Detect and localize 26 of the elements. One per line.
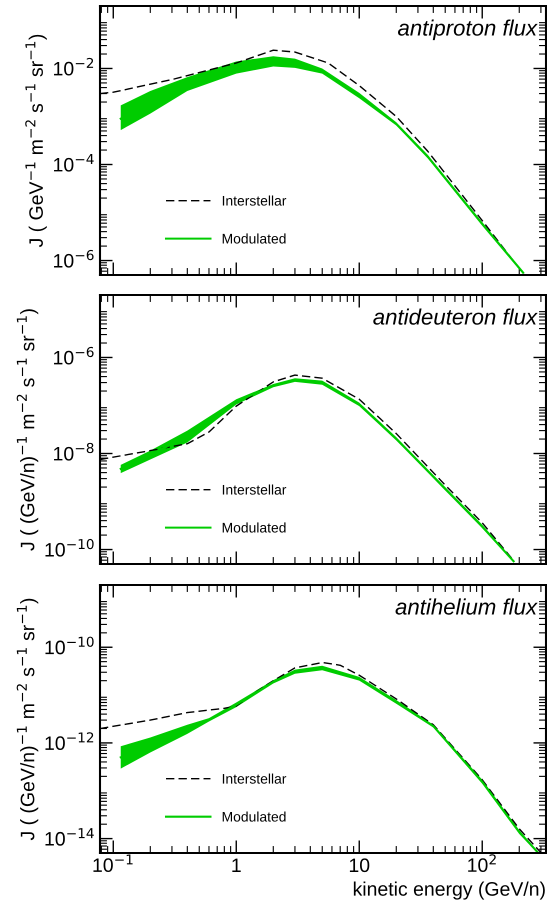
- y-tick-label: 10$^{−6}$: [54, 250, 94, 268]
- x-tick-label: 1: [232, 858, 241, 872]
- text: J ( (GeV/n)$^{−1}$ m$^{−2}$ s$^{−1}$ sr$^{−1}$): [16, 309, 38, 551]
- legend-label: Interstellar: [222, 484, 286, 495]
- legend-label: Modulated: [222, 811, 286, 822]
- y-tick-label: 10$^{−14}$: [45, 828, 94, 846]
- text: antiproton flux: [398, 19, 538, 40]
- x-tick-label: 10: [350, 858, 370, 872]
- x-tick-label: 10$^{−1}$: [93, 854, 133, 872]
- text: J ( GeV$^{−1}$ m$^{−2}$ s$^{−1}$ sr$^{−1}$): [25, 34, 47, 248]
- y-tick-label: 10$^{−8}$: [54, 442, 94, 461]
- legend-label: Interstellar: [222, 774, 286, 784]
- legend-label: Modulated: [222, 522, 286, 533]
- chart-title: antideuteron flux: [373, 308, 538, 325]
- x-axis-title: kinetic energy (GeV/n): [354, 882, 545, 900]
- chart-title: antihelium flux: [396, 598, 538, 615]
- y-tick-label: 10$^{−6}$: [54, 346, 94, 365]
- y-tick-label: 10$^{−2}$: [54, 58, 94, 76]
- y-tick-label: 10$^{−10}$: [45, 636, 94, 654]
- legend-label: Modulated: [222, 233, 286, 244]
- y-tick-label: 10$^{−12}$: [45, 732, 94, 750]
- text: J ( (GeV/n)$^{−1}$ m$^{−2}$ s$^{−1}$ sr$^{−1}$): [16, 598, 38, 840]
- y-tick-label: 10$^{−10}$: [45, 538, 94, 557]
- x-tick-label: 10$^{2}$: [468, 854, 496, 872]
- y-tick-label: 10$^{−4}$: [54, 154, 94, 172]
- legend-label: Interstellar: [222, 195, 286, 206]
